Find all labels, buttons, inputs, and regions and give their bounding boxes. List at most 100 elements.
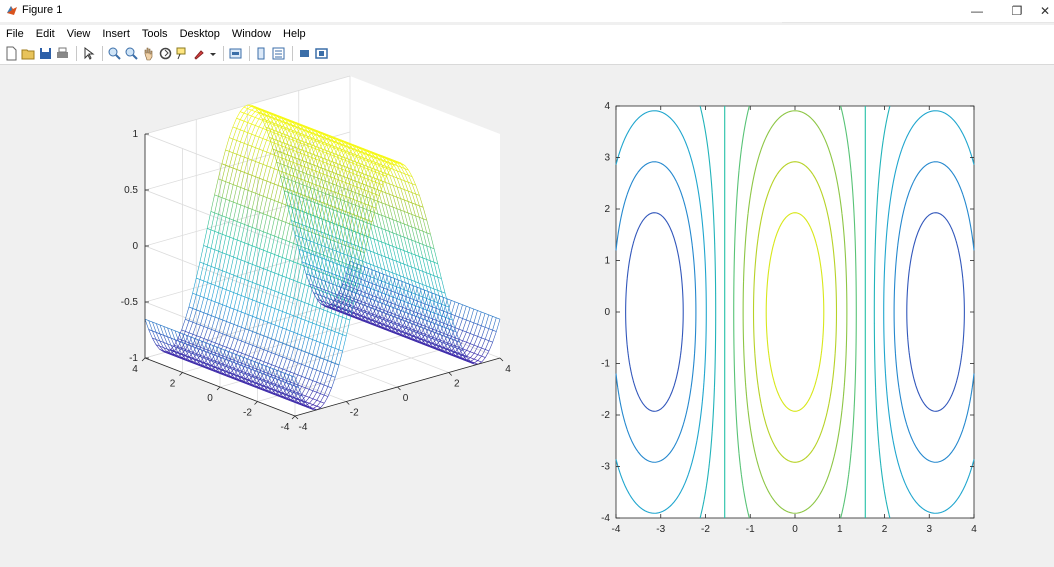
insert-colorbar-icon[interactable] bbox=[254, 46, 269, 61]
rotate-3d-icon[interactable] bbox=[158, 46, 173, 61]
mesh-line-y bbox=[415, 228, 420, 244]
mesh-line-y bbox=[365, 275, 371, 289]
mesh-line-y bbox=[346, 261, 351, 274]
hide-plot-tools-icon[interactable] bbox=[297, 46, 312, 61]
mesh-line-y bbox=[269, 113, 274, 119]
close-button[interactable]: ✕ bbox=[1039, 4, 1051, 18]
mesh-line-y bbox=[316, 401, 321, 407]
mesh-line-y bbox=[316, 299, 321, 304]
minimize-button[interactable]: — bbox=[971, 4, 983, 18]
link-plot-icon[interactable] bbox=[228, 46, 243, 61]
mesh-line-y bbox=[361, 302, 366, 310]
mesh-line-y bbox=[347, 202, 352, 217]
mesh-line-y bbox=[339, 286, 344, 298]
mesh-line-y bbox=[278, 275, 283, 293]
mesh-line-y bbox=[222, 272, 227, 289]
mesh-line-y bbox=[317, 243, 322, 258]
restore-button[interactable]: ❐ bbox=[1011, 4, 1023, 18]
mesh-line-y bbox=[286, 359, 291, 371]
mesh-line-y bbox=[308, 339, 313, 354]
mesh-line-y bbox=[185, 356, 190, 360]
mesh-line-y bbox=[343, 253, 348, 269]
mesh-line-y bbox=[428, 306, 433, 318]
mesh-line-y bbox=[248, 227, 253, 245]
data-cursor-icon[interactable] bbox=[175, 46, 190, 61]
mesh-line-y bbox=[477, 347, 482, 355]
mesh-line-y bbox=[443, 312, 448, 324]
mesh-line-y bbox=[259, 250, 264, 268]
mesh-line-y bbox=[361, 266, 366, 280]
mesh-line-y bbox=[426, 220, 431, 235]
mesh-line-y bbox=[237, 241, 242, 259]
menu-tools[interactable]: Tools bbox=[141, 28, 168, 40]
select-pointer-icon[interactable] bbox=[81, 46, 96, 61]
open-file-icon[interactable] bbox=[21, 46, 36, 61]
mesh-line-y bbox=[336, 210, 341, 227]
mesh-line-y bbox=[313, 405, 318, 409]
menu-insert[interactable]: Insert bbox=[102, 28, 130, 40]
mesh-line-y bbox=[316, 325, 321, 342]
menu-view[interactable]: View bbox=[66, 28, 91, 40]
mesh-line-y bbox=[380, 324, 385, 327]
mesh-line-y bbox=[338, 351, 343, 366]
mesh-line-y bbox=[268, 388, 273, 392]
mesh-line-y bbox=[400, 198, 405, 212]
mesh-line-y bbox=[274, 255, 279, 274]
mesh-line-y bbox=[408, 182, 413, 193]
mesh-line-y bbox=[324, 233, 330, 249]
zoom-in-icon[interactable] bbox=[107, 46, 122, 61]
menu-help[interactable]: Help bbox=[283, 28, 306, 40]
mesh-line-y bbox=[458, 348, 464, 354]
brush-dropdown-icon[interactable] bbox=[209, 46, 217, 61]
menu-edit[interactable]: Edit bbox=[35, 28, 55, 40]
toolbar-separator bbox=[223, 46, 224, 61]
mesh-line-y bbox=[262, 181, 268, 197]
mesh-line-y bbox=[226, 336, 231, 348]
title-bar: Figure 1 — ❐ ✕ bbox=[0, 0, 1054, 22]
mesh-line-y bbox=[406, 284, 411, 297]
save-icon[interactable] bbox=[38, 46, 53, 61]
menu-file[interactable]: File bbox=[6, 28, 24, 40]
mesh-line-y bbox=[349, 276, 355, 288]
mesh-line-y bbox=[406, 334, 411, 337]
mesh-line-y bbox=[432, 294, 437, 308]
mesh-line-y bbox=[249, 359, 254, 371]
mesh-line-y bbox=[331, 348, 336, 363]
new-figure-icon[interactable] bbox=[4, 46, 19, 61]
mesh-line-y bbox=[437, 277, 442, 292]
mesh-line-y bbox=[286, 371, 291, 381]
mesh-line-y bbox=[271, 389, 277, 395]
mesh-line-y bbox=[258, 138, 264, 150]
mesh-line-y bbox=[320, 269, 326, 282]
mesh-line-y bbox=[219, 363, 224, 369]
mesh-line-y bbox=[410, 321, 415, 329]
print-icon[interactable] bbox=[55, 46, 70, 61]
mesh-line-y bbox=[211, 342, 216, 352]
mesh-line-y bbox=[340, 164, 345, 177]
menu-window[interactable]: Window bbox=[231, 28, 272, 40]
zoom-out-icon[interactable] bbox=[124, 46, 139, 61]
mesh-line-y bbox=[469, 308, 475, 322]
mesh-z-tick-label: 0.5 bbox=[124, 185, 138, 196]
mesh-line-y bbox=[485, 350, 490, 358]
mesh-line-y bbox=[355, 146, 360, 152]
insert-legend-icon[interactable] bbox=[271, 46, 286, 61]
mesh-line-y bbox=[249, 375, 254, 381]
mesh-line-y bbox=[230, 338, 235, 349]
show-plot-tools-icon[interactable] bbox=[314, 46, 329, 61]
mesh-line-y bbox=[384, 304, 389, 315]
mesh-line-y bbox=[238, 355, 243, 366]
brush-icon[interactable] bbox=[192, 46, 207, 61]
mesh-x-tick-label: -2 bbox=[350, 408, 359, 419]
mesh-line-y bbox=[261, 113, 267, 121]
menu-desktop[interactable]: Desktop bbox=[179, 28, 220, 40]
mesh-line-y bbox=[259, 335, 265, 349]
mesh-line-y bbox=[347, 178, 353, 192]
mesh-line-y bbox=[330, 314, 336, 331]
mesh-line-y bbox=[196, 325, 201, 336]
mesh-line-y bbox=[314, 145, 319, 157]
pan-icon[interactable] bbox=[141, 46, 156, 61]
